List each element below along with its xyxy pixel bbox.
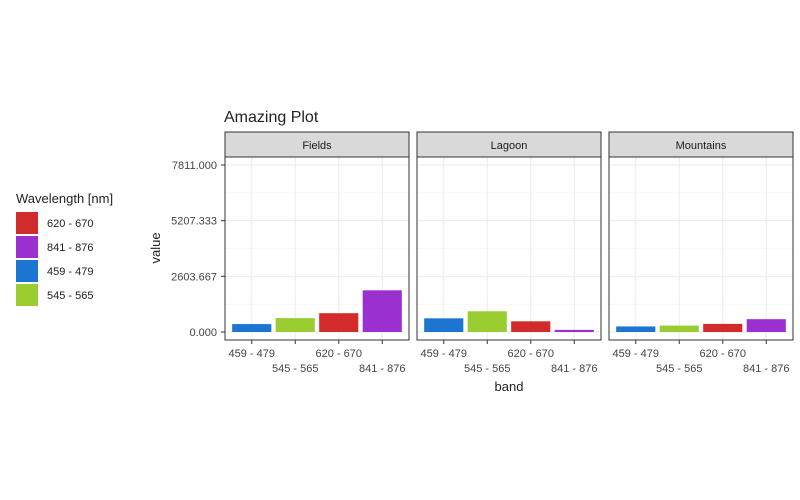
bar-fields-4 <box>362 290 402 332</box>
facet-strip <box>416 131 602 158</box>
bar-lagoon-1 <box>424 318 464 332</box>
y-axis-label: value <box>148 232 163 263</box>
x-tick-label: 545 - 565 <box>272 363 318 375</box>
bar-mountains-1 <box>616 326 656 332</box>
bar-lagoon-3 <box>511 321 551 332</box>
x-tick-label: 620 - 670 <box>316 348 362 360</box>
y-tick-label: 7811.000 <box>172 160 217 172</box>
bar-mountains-3 <box>703 323 743 332</box>
facet-label: Lagoon <box>491 140 528 152</box>
facet-label: Fields <box>302 140 332 152</box>
x-tick-label: 459 - 479 <box>229 348 275 360</box>
facet-strip <box>224 131 410 158</box>
x-tick-label: 459 - 479 <box>613 348 659 360</box>
legend-swatch <box>16 260 38 282</box>
legend: Wavelength [nm] 620 - 670 841 - 876 459 - … <box>16 191 113 306</box>
y-axis: 0.000 2603.667 5207.333 7811.000 <box>171 160 225 339</box>
facet-label: Mountains <box>676 140 727 152</box>
panel-border <box>608 156 794 341</box>
chart-title: Amazing Plot <box>224 109 319 126</box>
legend-swatch <box>16 236 38 258</box>
panel-lagoon: Lagoon 459 - 479 545 - 565 620 - 670 841 - 8… <box>416 131 602 375</box>
legend-swatch <box>16 284 38 306</box>
y-tick-label: 2603.667 <box>171 271 217 283</box>
facet-strip <box>608 131 794 158</box>
legend-label: 459 - 479 <box>47 266 93 278</box>
y-tick-label: 0.000 <box>189 327 217 339</box>
bar-fields-3 <box>319 313 359 332</box>
panel-border <box>224 156 410 341</box>
y-tick-label: 5207.333 <box>171 216 217 228</box>
facet-panels: Fields 459 - 479 545 - 565 620 - 670 841 - 8… <box>224 131 794 375</box>
bar-fields-1 <box>232 324 272 332</box>
bar-mountains-4 <box>746 319 786 332</box>
bar-lagoon-4 <box>554 329 594 332</box>
legend-label: 545 - 565 <box>47 290 93 302</box>
legend-title: Wavelength [nm] <box>16 191 113 206</box>
x-tick-label: 545 - 565 <box>464 363 510 375</box>
panel-mountains: Mountains 459 - 479 545 - 565 620 - 670 841 … <box>608 131 794 375</box>
x-tick-label: 459 - 479 <box>421 348 467 360</box>
bar-mountains-2 <box>659 325 699 332</box>
x-tick-label: 545 - 565 <box>656 363 702 375</box>
legend-label: 620 - 670 <box>47 218 93 230</box>
x-tick-label: 620 - 670 <box>700 348 746 360</box>
bar-lagoon-2 <box>467 311 507 332</box>
bar-fields-2 <box>275 318 315 332</box>
x-tick-label: 620 - 670 <box>508 348 554 360</box>
x-tick-label: 841 - 876 <box>551 363 597 375</box>
panel-border <box>416 156 602 341</box>
x-tick-label: 841 - 876 <box>743 363 789 375</box>
panel-fields: Fields 459 - 479 545 - 565 620 - 670 841 - 8… <box>224 131 410 375</box>
x-axis-label: band <box>495 379 524 394</box>
legend-label: 841 - 876 <box>47 242 93 254</box>
x-tick-label: 841 - 876 <box>359 363 405 375</box>
legend-swatch <box>16 212 38 234</box>
